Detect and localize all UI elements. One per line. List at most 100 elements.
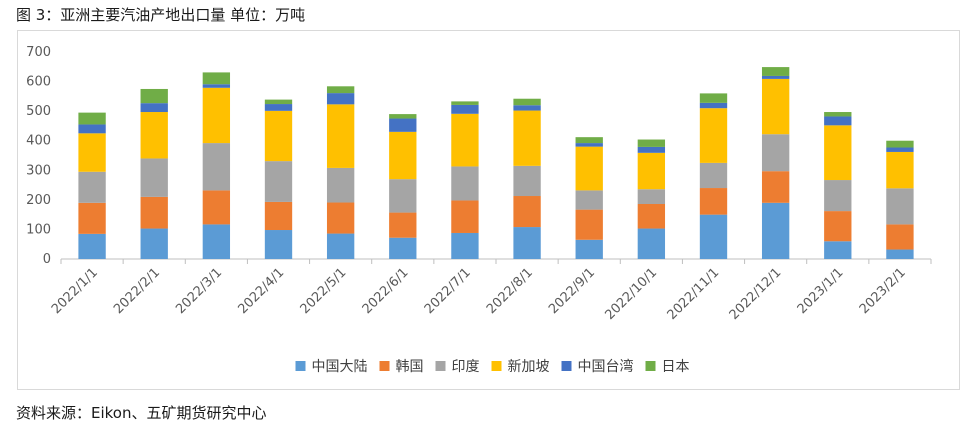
bar-segment-1 (761, 202, 790, 259)
bar-segment-4 (202, 87, 231, 144)
bar-segment-1 (886, 249, 914, 259)
bar-segment-2 (326, 202, 355, 234)
bar-segment-3 (78, 171, 106, 203)
legend-label: 韩国 (396, 359, 424, 375)
bar-segment-3 (451, 166, 479, 201)
bar-segment-3 (326, 167, 355, 203)
legend-label: 日本 (662, 359, 690, 375)
bar-segment-6 (824, 112, 852, 117)
legend-swatch (435, 361, 446, 371)
bar-segment-1 (699, 214, 728, 259)
x-tick-label: 2023/2/1 (857, 265, 909, 317)
bar-segment-1 (389, 237, 417, 259)
bar-segment-2 (886, 224, 914, 250)
x-tick-label: 2022/7/1 (422, 265, 474, 317)
bar-segment-3 (264, 161, 293, 202)
bar-segment-3 (202, 143, 231, 191)
bar-segment-4 (513, 110, 541, 166)
bar-segment-5 (202, 84, 231, 88)
bar-segment-6 (761, 67, 790, 76)
bar-segment-2 (637, 203, 666, 229)
bar-segment-1 (824, 241, 852, 259)
bar-segment-6 (140, 88, 168, 104)
bar-segment-2 (513, 196, 541, 228)
bar-segment-6 (264, 99, 293, 105)
bar-segment-2 (78, 202, 106, 234)
legend-label: 新加坡 (508, 359, 550, 375)
bar-segment-1 (513, 227, 541, 259)
x-tick-label: 2022/4/1 (235, 265, 287, 317)
bar-segment-5 (326, 93, 355, 105)
bar-segment-1 (202, 224, 231, 259)
bar-segment-1 (140, 228, 168, 259)
x-tick-label: 2022/1/1 (49, 265, 101, 317)
x-tick-label: 2022/3/1 (173, 265, 225, 317)
bar-segment-3 (513, 165, 541, 197)
bar-segment-3 (761, 134, 790, 172)
bar-segment-4 (761, 78, 790, 135)
y-tick-label: 600 (26, 75, 51, 90)
bar-segment-6 (326, 86, 355, 94)
bar-segment-4 (326, 104, 355, 168)
bar-segment-6 (637, 139, 666, 147)
y-tick-label: 700 (26, 45, 51, 60)
bar-segment-2 (140, 196, 168, 229)
bar-segment-4 (886, 151, 914, 189)
bar-segment-2 (824, 211, 852, 242)
bar-segment-5 (824, 116, 852, 126)
x-tick-label: 2022/2/1 (111, 265, 163, 317)
bar-segment-3 (637, 189, 666, 204)
bar-segment-5 (140, 103, 168, 113)
bar-segment-2 (451, 200, 479, 233)
y-tick-label: 400 (26, 134, 51, 149)
bar-segment-1 (264, 230, 293, 259)
bar-segment-3 (575, 190, 603, 210)
bar-segment-5 (451, 104, 479, 114)
bar-segment-1 (637, 228, 666, 259)
x-tick-label: 2022/9/1 (546, 265, 598, 317)
bar-segment-5 (575, 143, 603, 147)
bar-segment-5 (513, 105, 541, 111)
bar-segment-2 (699, 188, 728, 215)
bar-segment-6 (202, 72, 231, 85)
bar-segment-4 (140, 112, 168, 159)
bar-segment-5 (264, 104, 293, 111)
y-tick-label: 0 (43, 252, 51, 267)
bar-segment-4 (824, 125, 852, 181)
bar-segment-6 (513, 98, 541, 106)
y-tick-label: 300 (26, 163, 51, 178)
bar-segment-6 (389, 114, 417, 119)
x-tick-label: 2022/11/1 (665, 265, 723, 323)
bar-segment-4 (575, 146, 603, 191)
bar-segment-4 (389, 131, 417, 180)
bar-segment-1 (326, 233, 355, 259)
legend-swatch (295, 361, 306, 371)
legend-label: 中国大陆 (312, 359, 368, 375)
bar-segment-1 (575, 239, 603, 259)
bar-segment-3 (824, 180, 852, 212)
bar-segment-5 (699, 102, 728, 109)
bar-segment-4 (264, 110, 293, 162)
bar-segment-5 (78, 124, 106, 134)
legend-label: 印度 (452, 359, 480, 375)
bar-segment-5 (761, 75, 790, 79)
bar-segment-6 (78, 112, 106, 125)
bar-segment-2 (264, 201, 293, 231)
bar-segment-2 (202, 190, 231, 225)
bar-segment-5 (886, 147, 914, 152)
x-tick-label: 2022/5/1 (298, 265, 350, 317)
bar-segment-4 (451, 113, 479, 167)
legend-swatch (491, 361, 502, 371)
bar-segment-3 (389, 179, 417, 213)
bar-segment-6 (451, 101, 479, 105)
bar-segment-2 (761, 171, 790, 203)
x-tick-label: 2023/1/1 (795, 265, 847, 317)
bar-segment-1 (78, 233, 106, 259)
bar-segment-4 (699, 108, 728, 163)
source-note: 资料来源：Eikon、五矿期货研究中心 (16, 404, 267, 422)
bar-segment-4 (78, 133, 106, 172)
bar-segment-2 (575, 209, 603, 240)
bar-segment-2 (389, 212, 417, 238)
y-tick-label: 100 (26, 222, 51, 237)
